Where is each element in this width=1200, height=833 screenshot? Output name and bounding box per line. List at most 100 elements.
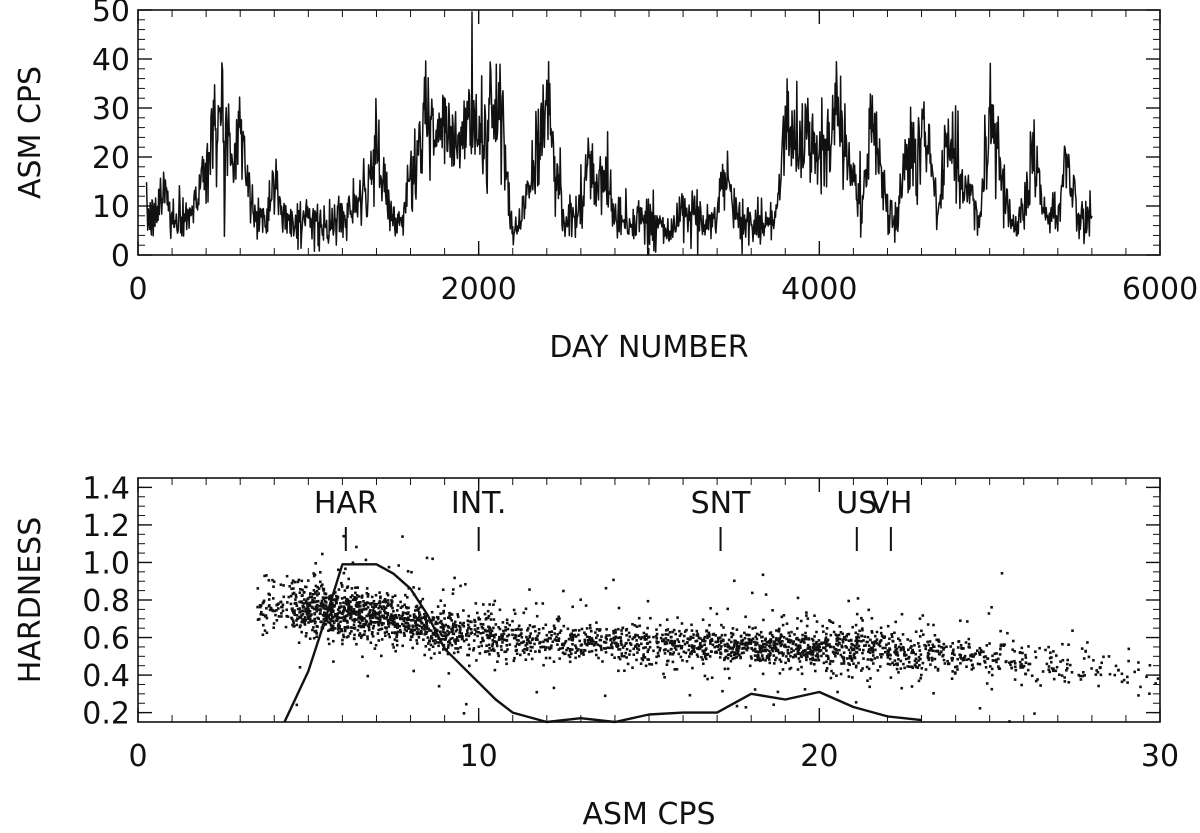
scatter-point [377,617,381,620]
scatter-point [729,654,733,658]
scatter-point [558,617,561,620]
scatter-point [488,646,491,650]
scatter-point [567,653,571,657]
scatter-point [365,587,369,590]
scatter-point [742,642,745,646]
scatter-point [280,612,283,615]
scatter-point [876,656,879,659]
scatter-point [437,616,440,619]
scatter-point [507,633,511,637]
scatter-point [608,646,611,650]
scatter-point [314,620,317,624]
scatter-point [886,656,890,659]
scatter-point [548,656,552,660]
scatter-point [915,665,918,669]
y-tick-label: 1.4 [82,471,130,506]
scatter-point [397,564,400,567]
scatter-point [741,647,744,650]
scatter-point [886,652,889,656]
scatter-point [765,654,769,658]
scatter-point [477,631,480,634]
scatter-point [959,619,962,622]
scatter-point [356,628,360,632]
scatter-point [383,617,386,620]
scatter-point [367,624,370,628]
y-tick-label: 0 [111,239,130,274]
scatter-point [558,631,562,634]
scatter-point [274,613,277,617]
scatter-point [380,621,383,625]
scatter-point [781,652,784,655]
scatter-point [726,642,729,646]
scatter-point [1045,662,1049,666]
scatter-point [784,661,787,665]
scatter-point [1052,650,1055,653]
scatter-point [379,615,382,618]
scatter-point [693,650,696,654]
scatter-point [500,634,503,637]
scatter-point [542,663,545,667]
scatter-point [796,636,799,640]
scatter-point [312,626,315,629]
scatter-point [437,644,440,648]
scatter-point [823,646,827,649]
scatter-point [315,610,318,613]
scatter-point [961,658,965,662]
scatter-point [314,631,318,634]
scatter-point [864,644,868,647]
scatter-point [272,597,275,600]
scatter-point [619,636,622,640]
scatter-point [647,648,650,651]
scatter-point [743,631,746,635]
scatter-point [820,641,823,645]
scatter-point [643,638,647,641]
scatter-point [849,638,853,642]
scatter-point [798,660,802,663]
scatter-point [427,627,431,631]
scatter-point [423,628,426,631]
scatter-point [959,662,962,665]
scatter-point [375,611,378,615]
scatter-point [585,635,589,638]
scatter-point [813,635,816,638]
scatter-point [991,654,994,658]
scatter-point [322,618,326,621]
scatter-point [728,676,731,680]
scatter-point [355,604,358,608]
scatter-point [1060,674,1064,677]
scatter-point [464,583,467,586]
scatter-point [947,662,951,665]
scatter-point [878,644,882,648]
scatter-point [1092,659,1095,662]
scatter-point [391,643,395,646]
scatter-point [291,623,294,627]
scatter-point [365,601,369,604]
scatter-point [606,646,610,649]
scatter-point [799,619,803,623]
scatter-point [872,642,875,645]
scatter-point [375,603,378,606]
scatter-point [424,632,428,635]
scatter-point [698,647,702,650]
scatter-point [812,648,815,651]
marker-label: US [836,486,877,521]
scatter-point [787,652,791,655]
scatter-point [442,648,445,651]
scatter-point [319,612,322,615]
scatter-point [361,619,364,622]
scatter-point [450,619,453,622]
scatter-point [438,621,442,624]
scatter-point [519,633,522,637]
scatter-point [353,596,356,599]
scatter-point [465,702,468,706]
scatter-point [312,607,316,611]
scatter-point [960,647,964,650]
scatter-point [505,621,509,625]
scatter-point [401,605,404,608]
scatter-point [719,647,722,651]
scatter-point [1082,657,1086,660]
scatter-point [768,649,771,653]
scatter-point [492,633,496,637]
scatter-point [277,607,280,610]
scatter-point [408,614,412,618]
